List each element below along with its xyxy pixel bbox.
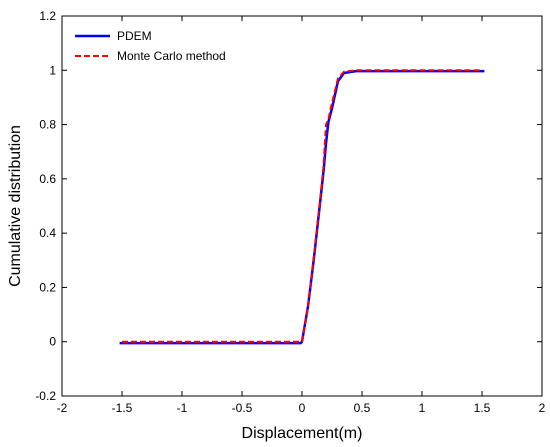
y-tick-label: 0.8: [39, 118, 56, 132]
series-layer: [119, 69, 485, 345]
x-axis-title: Displacement(m): [242, 425, 363, 442]
y-axis-title: Cumulative distribution: [7, 125, 24, 287]
x-tick-label: 0.5: [354, 401, 371, 415]
y-tick-label: 1.2: [39, 9, 56, 23]
y-axis: -0.2 0 0.2 0.4 0.6 0.8 1 1.2: [35, 9, 542, 403]
y-tick-label: 1: [49, 63, 56, 77]
y-tick-label: 0: [49, 335, 56, 349]
y-tick-label: -0.2: [35, 389, 56, 403]
legend: PDEM Monte Carlo method: [75, 29, 226, 63]
series-line-2: [122, 69, 482, 343]
x-tick-label: 1.5: [474, 401, 491, 415]
plot-area: [61, 15, 543, 397]
legend-label: Monte Carlo method: [117, 49, 226, 63]
y-tick-label: 0.6: [39, 172, 56, 186]
x-tick-label: -2: [57, 401, 68, 415]
y-tick-label: 0.4: [39, 226, 56, 240]
x-tick-label: -0.5: [232, 401, 253, 415]
y-tick-label: 0.2: [39, 280, 56, 294]
x-tick-label: -1.5: [112, 401, 133, 415]
x-axis: -2 -1.5 -1 -0.5 0 0.5 1 1.5 2: [57, 16, 546, 415]
x-tick-label: -1: [177, 401, 188, 415]
x-tick-label: 1: [419, 401, 426, 415]
x-tick-label: 0: [299, 401, 306, 415]
x-tick-label: 2: [539, 401, 546, 415]
legend-label: PDEM: [117, 29, 152, 43]
